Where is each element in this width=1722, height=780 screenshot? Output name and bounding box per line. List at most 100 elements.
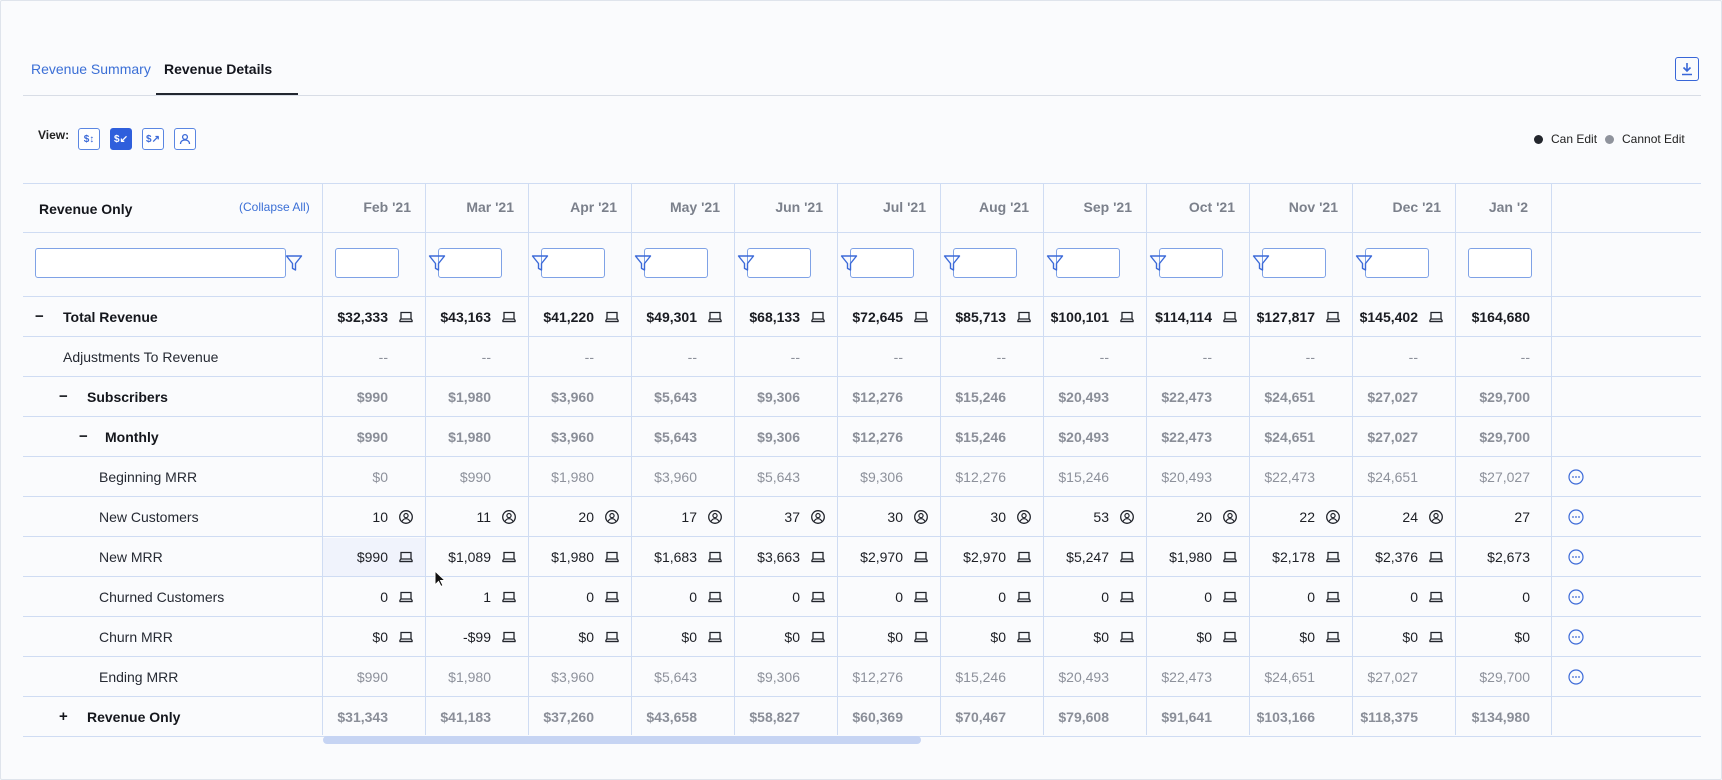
table-cell-value[interactable]: $2,178 [1272,549,1315,565]
table-cell-value[interactable]: 0 [895,589,903,605]
table-cell-value[interactable]: 30 [990,509,1006,525]
table-cell-value[interactable]: 27 [1514,509,1530,525]
table-cell-value[interactable]: 11 [476,509,491,525]
table-cell-value[interactable]: $0 [990,629,1006,645]
more-options-icon[interactable] [1568,549,1584,565]
table-cell-value[interactable]: $0 [1402,629,1418,645]
expand-toggle[interactable]: + [59,708,68,725]
table-cell-value[interactable]: $164,680 [1471,309,1530,325]
column-header-month[interactable]: Mar '21 [466,199,514,215]
table-cell-value[interactable]: $43,163 [440,309,491,325]
column-filter-input[interactable] [335,248,399,278]
filter-icon[interactable] [634,254,652,272]
table-cell-value[interactable]: $72,645 [852,309,903,325]
filter-icon[interactable] [1046,254,1064,272]
table-cell-value[interactable]: $990 [356,549,388,565]
column-header-month[interactable]: May '21 [669,199,720,215]
more-options-icon[interactable] [1568,509,1584,525]
table-cell-value[interactable]: $0 [887,629,903,645]
table-cell-value[interactable]: $49,301 [646,309,697,325]
table-cell-value[interactable]: 0 [998,589,1006,605]
column-header-month[interactable]: Aug '21 [978,199,1029,215]
column-header-month[interactable]: Jul '21 [882,199,926,215]
table-cell-value[interactable]: 0 [1101,589,1109,605]
column-header-month[interactable]: Dec '21 [1392,199,1441,215]
table-cell-value[interactable]: 0 [792,589,800,605]
column-filter-input[interactable] [850,248,914,278]
column-filter-input[interactable] [1365,248,1429,278]
column-filter-input[interactable] [644,248,708,278]
table-cell-value[interactable]: $2,673 [1487,549,1530,565]
table-cell-value[interactable]: 30 [887,509,903,525]
column-filter-input[interactable] [438,248,502,278]
table-cell-value[interactable]: 37 [784,509,800,525]
table-cell-value[interactable]: 22 [1299,509,1315,525]
more-options-icon[interactable] [1568,669,1584,685]
more-options-icon[interactable] [1568,589,1584,605]
table-cell-value[interactable]: 0 [1522,589,1530,605]
table-cell-value[interactable]: $0 [681,629,697,645]
filter-icon[interactable] [428,254,446,272]
table-cell-value[interactable]: $3,663 [757,549,800,565]
column-filter-input[interactable] [953,248,1017,278]
filter-icon[interactable] [531,254,549,272]
more-options-icon[interactable] [1568,629,1584,645]
more-options-icon[interactable] [1568,469,1584,485]
column-filter-input[interactable] [1056,248,1120,278]
column-header-month[interactable]: Nov '21 [1288,199,1338,215]
table-cell-value[interactable]: 0 [1307,589,1315,605]
collapse-toggle[interactable]: − [59,388,68,405]
table-cell-value[interactable]: $1,980 [551,549,594,565]
column-header-month[interactable]: Jan '2 [1488,199,1528,215]
table-cell-value[interactable]: $127,817 [1256,309,1315,325]
row-search-input[interactable] [35,248,286,278]
table-cell-value[interactable]: $0 [1299,629,1315,645]
table-cell-value[interactable]: $0 [1514,629,1530,645]
table-cell-value[interactable]: $0 [1196,629,1212,645]
table-cell-value[interactable]: $2,970 [860,549,903,565]
filter-icon[interactable] [1355,254,1373,272]
tab-revenue-details[interactable]: Revenue Details [164,61,273,77]
table-cell-value[interactable]: $1,980 [1169,549,1212,565]
column-filter-input[interactable] [1468,248,1532,278]
collapse-toggle[interactable]: − [35,308,44,325]
download-button[interactable] [1675,57,1699,81]
table-cell-value[interactable]: $100,101 [1050,309,1109,325]
column-filter-input[interactable] [747,248,811,278]
table-cell-value[interactable]: 24 [1402,509,1418,525]
table-cell-value[interactable]: $68,133 [749,309,800,325]
view-button-2[interactable]: $↙ [110,128,132,150]
tab-revenue-summary[interactable]: Revenue Summary [31,61,151,77]
column-filter-input[interactable] [541,248,605,278]
table-cell-value[interactable]: 0 [1410,589,1418,605]
table-cell-value[interactable]: $32,333 [337,309,388,325]
horizontal-scrollbar[interactable] [323,736,921,744]
table-cell-value[interactable]: 0 [380,589,388,605]
table-cell-value[interactable]: 17 [681,509,697,525]
table-cell-value[interactable]: $114,114 [1155,309,1212,325]
column-filter-input[interactable] [1262,248,1326,278]
table-cell-value[interactable]: $85,713 [955,309,1006,325]
table-cell-value[interactable]: $2,376 [1375,549,1418,565]
filter-icon[interactable] [1252,254,1270,272]
table-cell-value[interactable]: $145,402 [1359,309,1418,325]
table-cell-value[interactable]: 20 [1196,509,1212,525]
table-cell-value[interactable]: 20 [578,509,594,525]
table-cell-value[interactable]: $41,220 [543,309,594,325]
collapse-all-link[interactable]: (Collapse All) [239,200,310,214]
table-cell-value[interactable]: 0 [689,589,697,605]
table-cell-value[interactable]: 0 [1204,589,1212,605]
table-cell-value[interactable]: $0 [372,629,388,645]
table-cell-value[interactable]: $5,247 [1066,549,1109,565]
filter-icon[interactable] [1149,254,1167,272]
column-header-month[interactable]: Sep '21 [1083,199,1132,215]
table-cell-value[interactable]: 0 [586,589,594,605]
column-header-month[interactable]: Oct '21 [1188,199,1235,215]
table-cell-value[interactable]: $1,683 [654,549,697,565]
filter-icon[interactable] [840,254,858,272]
table-cell-value[interactable]: 53 [1093,509,1109,525]
column-header-month[interactable]: Jun '21 [775,199,823,215]
collapse-toggle[interactable]: − [79,428,88,445]
filter-icon[interactable] [737,254,755,272]
table-cell-value[interactable]: 1 [483,589,491,605]
